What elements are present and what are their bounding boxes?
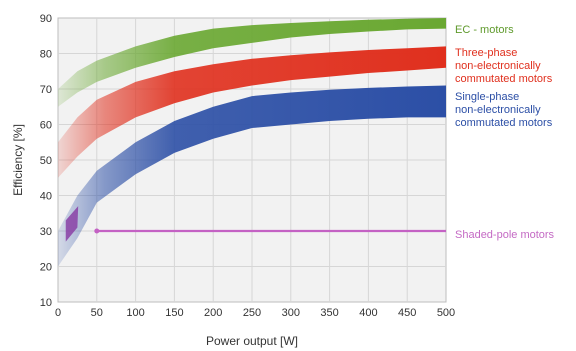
band-shaded-pole-wedge <box>65 206 79 242</box>
y-tick-label: 50 <box>40 155 52 167</box>
y-tick-label: 10 <box>40 297 52 309</box>
x-tick-label: 500 <box>437 307 455 319</box>
band-three-phase-non-electronically-commutated-motors <box>58 46 446 178</box>
x-tick-label: 0 <box>55 307 61 319</box>
y-axis-title: Efficiency [%] <box>11 124 25 196</box>
marker-shaded-pole <box>94 228 100 234</box>
legend-ec-motors: EC - motors <box>455 24 514 36</box>
x-tick-label: 350 <box>320 307 338 319</box>
y-tick-label: 30 <box>40 226 52 238</box>
y-tick-label: 20 <box>40 262 52 274</box>
band-single-phase-non-electronically-commutated-motors <box>58 85 446 267</box>
y-axis-ticks: 10 20 30 40 50 60 70 80 90 <box>40 13 52 309</box>
x-tick-label: 450 <box>398 307 416 319</box>
y-tick-label: 60 <box>40 120 52 132</box>
y-tick-label: 70 <box>40 84 52 96</box>
y-tick-label: 80 <box>40 49 52 61</box>
band-ec-motors <box>58 18 446 107</box>
x-tick-label: 200 <box>204 307 222 319</box>
y-tick-label: 90 <box>40 13 52 25</box>
legend-single-phase: Single-phase non-electronically commutat… <box>455 91 553 129</box>
x-tick-label: 300 <box>282 307 300 319</box>
x-axis-title: Power output [W] <box>206 334 298 348</box>
x-tick-label: 150 <box>165 307 183 319</box>
x-tick-label: 400 <box>359 307 377 319</box>
x-axis-ticks: 0 50 100 150 200 250 300 350 400 450 500 <box>55 307 455 319</box>
legend-shaded-pole: Shaded-pole motors <box>455 229 555 241</box>
legend-three-phase: Three-phase non-electronically commutate… <box>455 47 553 85</box>
efficiency-bands <box>58 18 446 267</box>
x-tick-label: 50 <box>91 307 103 319</box>
x-tick-label: 250 <box>243 307 261 319</box>
y-tick-label: 40 <box>40 191 52 203</box>
x-tick-label: 100 <box>126 307 144 319</box>
